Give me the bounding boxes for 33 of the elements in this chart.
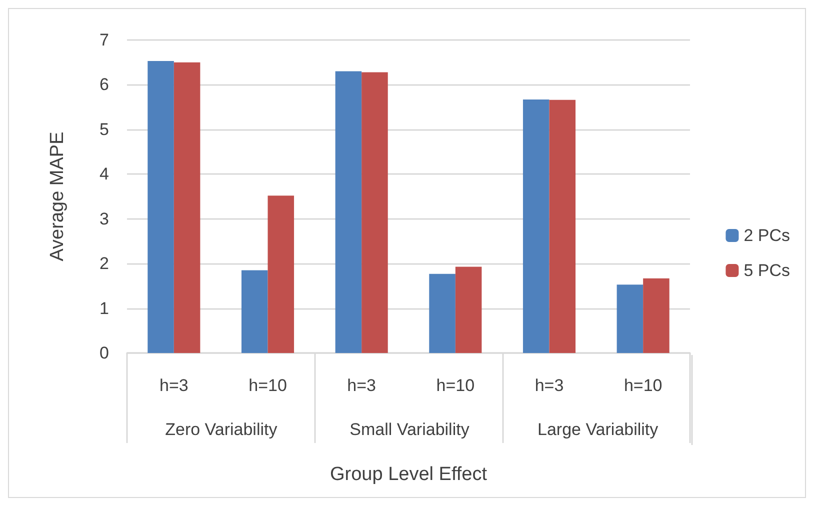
bar [616, 284, 644, 353]
bar [429, 274, 456, 353]
bar [335, 71, 362, 353]
x-tick-label: h=3 [534, 376, 564, 395]
bar [148, 61, 174, 353]
text: Small Variability [350, 420, 470, 439]
x-tick-label: h=10 [436, 376, 475, 395]
y-tick-label: 3 [100, 209, 109, 228]
legend-label: 2 PCs [744, 226, 790, 245]
y-tick-label: 0 [100, 344, 109, 362]
bar [522, 99, 550, 353]
x-tick-label: h=10 [624, 376, 662, 395]
y-tick-label: 7 [100, 30, 109, 50]
x-tick-label: h=10 [248, 376, 287, 395]
text: Large Variability [538, 420, 659, 439]
text: Zero Variability [165, 420, 278, 439]
legend-label: 5 PCs [744, 261, 790, 280]
y-axis-title: Average MAPE [47, 132, 68, 262]
bar [643, 278, 670, 353]
bar [549, 100, 576, 353]
bar [455, 266, 482, 353]
y-tick-label: 4 [100, 164, 109, 184]
y-tick-label: 5 [100, 120, 109, 139]
x-tick-label: h=3 [347, 376, 376, 395]
bar [241, 270, 268, 353]
bar [362, 72, 388, 353]
bar [268, 196, 294, 353]
y-tick-label: 2 [100, 254, 109, 274]
y-tick-label: 1 [100, 298, 109, 318]
x-axis-title: Group Level Effect [330, 464, 488, 485]
y-tick-label: 6 [100, 75, 109, 94]
x-tick-label: h=3 [159, 376, 188, 395]
bar [174, 62, 200, 353]
